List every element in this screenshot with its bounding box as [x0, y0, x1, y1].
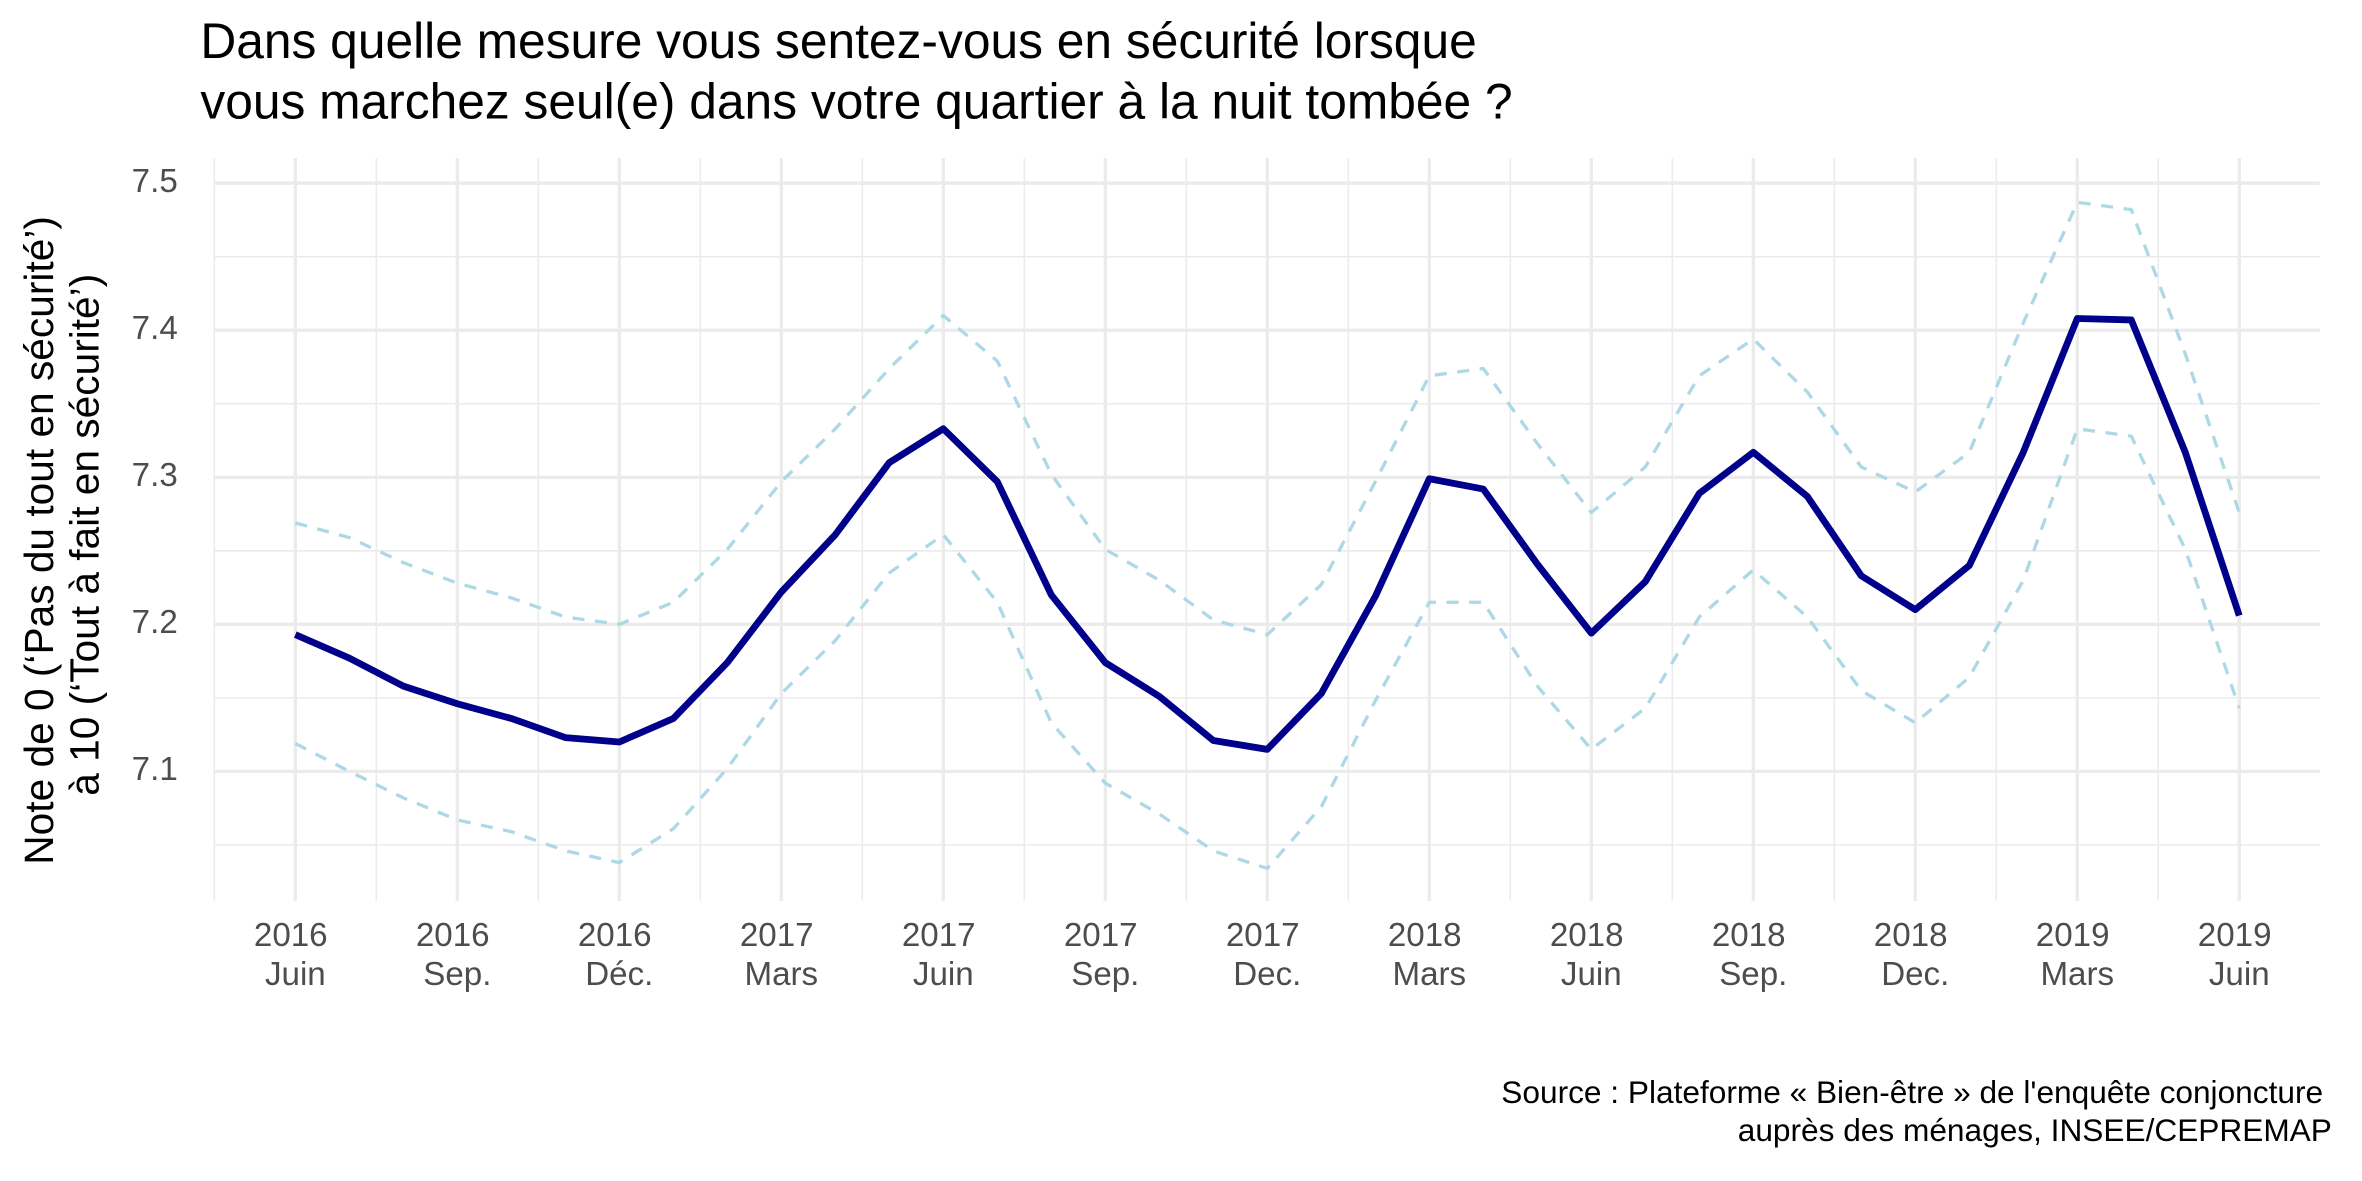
x-tick-label: 2016 Déc.: [578, 917, 661, 993]
x-tick-label: 2016 Sep.: [416, 917, 499, 993]
x-tick-label: 2017 Mars: [740, 917, 823, 993]
x-tick-label: 2019 Juin: [2198, 917, 2281, 993]
y-tick-label: 7.4: [132, 310, 178, 347]
x-tick-label: 2018 Mars: [1388, 917, 1471, 993]
line: [294, 200, 2241, 637]
x-tick-label: 2016 Juin: [254, 917, 337, 993]
x-tick-label: 2018 Dec.: [1874, 917, 1957, 993]
y-tick-label: 7.1: [132, 751, 178, 788]
y-tick-label: 7.5: [132, 163, 178, 200]
y-axis-label: Note de 0 (‘Pas du tout en sécurité’) à …: [16, 205, 107, 865]
x-tick-label: 2018 Sep.: [1712, 917, 1795, 993]
y-tick-label: 7.2: [132, 604, 178, 641]
line: [294, 427, 2241, 871]
x-tick-label: 2019 Mars: [2036, 917, 2119, 993]
x-tick-label: 2017 Juin: [902, 917, 985, 993]
chart-title: Dans quelle mesure vous sentez-vous en s…: [200, 13, 1512, 129]
line: [293, 315, 2243, 753]
x-tick-label: 2017 Dec.: [1226, 917, 1309, 993]
caption: Source : Plateforme « Bien-être » de l'e…: [1501, 1074, 2332, 1148]
x-tick-label: 2017 Sep.: [1064, 917, 1147, 993]
y-tick-label: 7.3: [132, 457, 178, 494]
x-tick-label: 2018 Juin: [1550, 917, 1633, 993]
